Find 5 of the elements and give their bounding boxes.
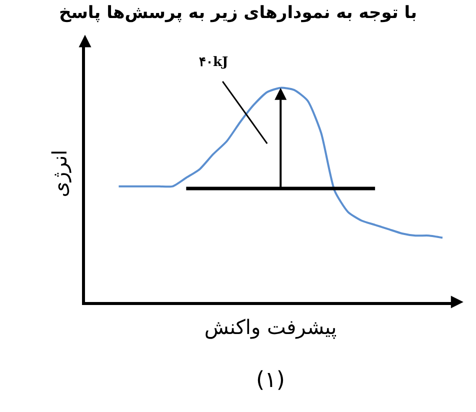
chart-title: با توجه به نمودارهای زیر به پرسش‌ها پاسخ [58, 3, 418, 24]
y-axis-title: انرژی [48, 150, 72, 198]
text: (۱) [256, 368, 285, 393]
text: ۴۰kJ [199, 55, 228, 70]
x-axis-title: پیشرفت واکنش [204, 314, 337, 339]
